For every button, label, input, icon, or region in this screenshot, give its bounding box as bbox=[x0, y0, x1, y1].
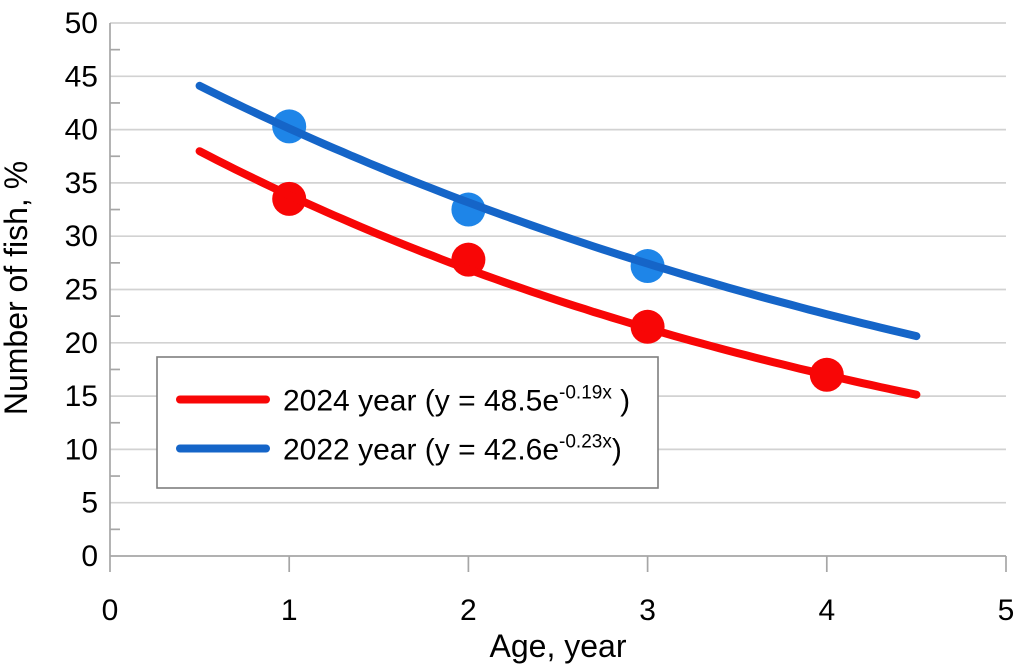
trend-curve bbox=[195, 81, 921, 341]
y-tick-label: 30 bbox=[65, 220, 98, 253]
y-tick-label: 15 bbox=[65, 380, 98, 413]
x-tick-label: 5 bbox=[998, 594, 1015, 627]
x-axis-title: Age, year bbox=[490, 628, 627, 664]
legend-item-2024-year: 2024 year (y = 48.5e-0.19x ) bbox=[176, 383, 630, 418]
y-tick-labels: 0 5 10 15 20 25 30 35 40 45 50 bbox=[65, 7, 98, 573]
series-2022-year bbox=[195, 81, 921, 341]
legend-item-2022-year: 2022 year (y = 42.6e-0.23x) bbox=[176, 432, 622, 467]
legend: 2024 year (y = 48.5e-0.19x ) 2022 year (y… bbox=[156, 356, 659, 489]
x-tick-label: 4 bbox=[818, 594, 835, 627]
y-tick-label: 5 bbox=[81, 487, 98, 520]
legend-label: 2024 year (y = 48.5e-0.19x ) bbox=[283, 383, 630, 418]
trend-curve bbox=[195, 147, 921, 399]
y-tick-label: 45 bbox=[65, 60, 98, 93]
y-minor-ticks bbox=[110, 48, 120, 531]
x-tick-label: 1 bbox=[281, 594, 298, 627]
legend-label: 2022 year (y = 42.6e-0.23x) bbox=[283, 432, 622, 467]
y-tick-label: 50 bbox=[65, 7, 98, 40]
x-tick-labels: 0 1 2 3 4 5 bbox=[102, 594, 1015, 627]
y-tick-label: 10 bbox=[65, 433, 98, 466]
x-tick-label: 0 bbox=[102, 594, 119, 627]
series-2024-year bbox=[195, 147, 921, 399]
y-tick-label: 20 bbox=[65, 327, 98, 360]
legend-box bbox=[156, 356, 659, 489]
y-axis-title: Number of fish, % bbox=[0, 161, 34, 415]
x-tick-label: 3 bbox=[639, 594, 656, 627]
y-tick-label: 40 bbox=[65, 114, 98, 147]
y-tick-label: 25 bbox=[65, 274, 98, 307]
axes bbox=[109, 23, 1007, 572]
y-tick-label: 0 bbox=[81, 540, 98, 573]
x-tick-label: 2 bbox=[460, 594, 477, 627]
y-tick-label: 35 bbox=[65, 167, 98, 200]
